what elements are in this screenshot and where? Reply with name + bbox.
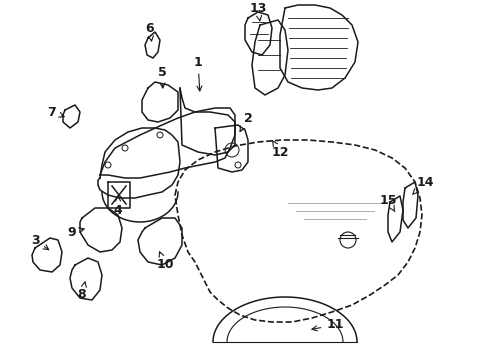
Text: 5: 5 [157,66,166,88]
Text: 15: 15 [379,194,396,212]
Text: 9: 9 [67,225,84,238]
Text: 4: 4 [113,196,122,216]
Text: 3: 3 [31,234,49,250]
Text: 11: 11 [311,319,343,332]
Text: 6: 6 [145,22,154,41]
Text: 14: 14 [412,175,433,194]
Text: 10: 10 [156,252,173,271]
Text: 12: 12 [271,140,288,158]
Text: 13: 13 [249,1,266,21]
Text: 8: 8 [78,282,86,302]
Text: 1: 1 [193,55,202,91]
Text: 2: 2 [240,112,252,131]
Text: 7: 7 [47,105,64,118]
